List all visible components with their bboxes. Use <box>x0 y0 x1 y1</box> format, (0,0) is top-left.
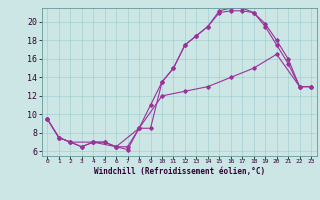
X-axis label: Windchill (Refroidissement éolien,°C): Windchill (Refroidissement éolien,°C) <box>94 167 265 176</box>
